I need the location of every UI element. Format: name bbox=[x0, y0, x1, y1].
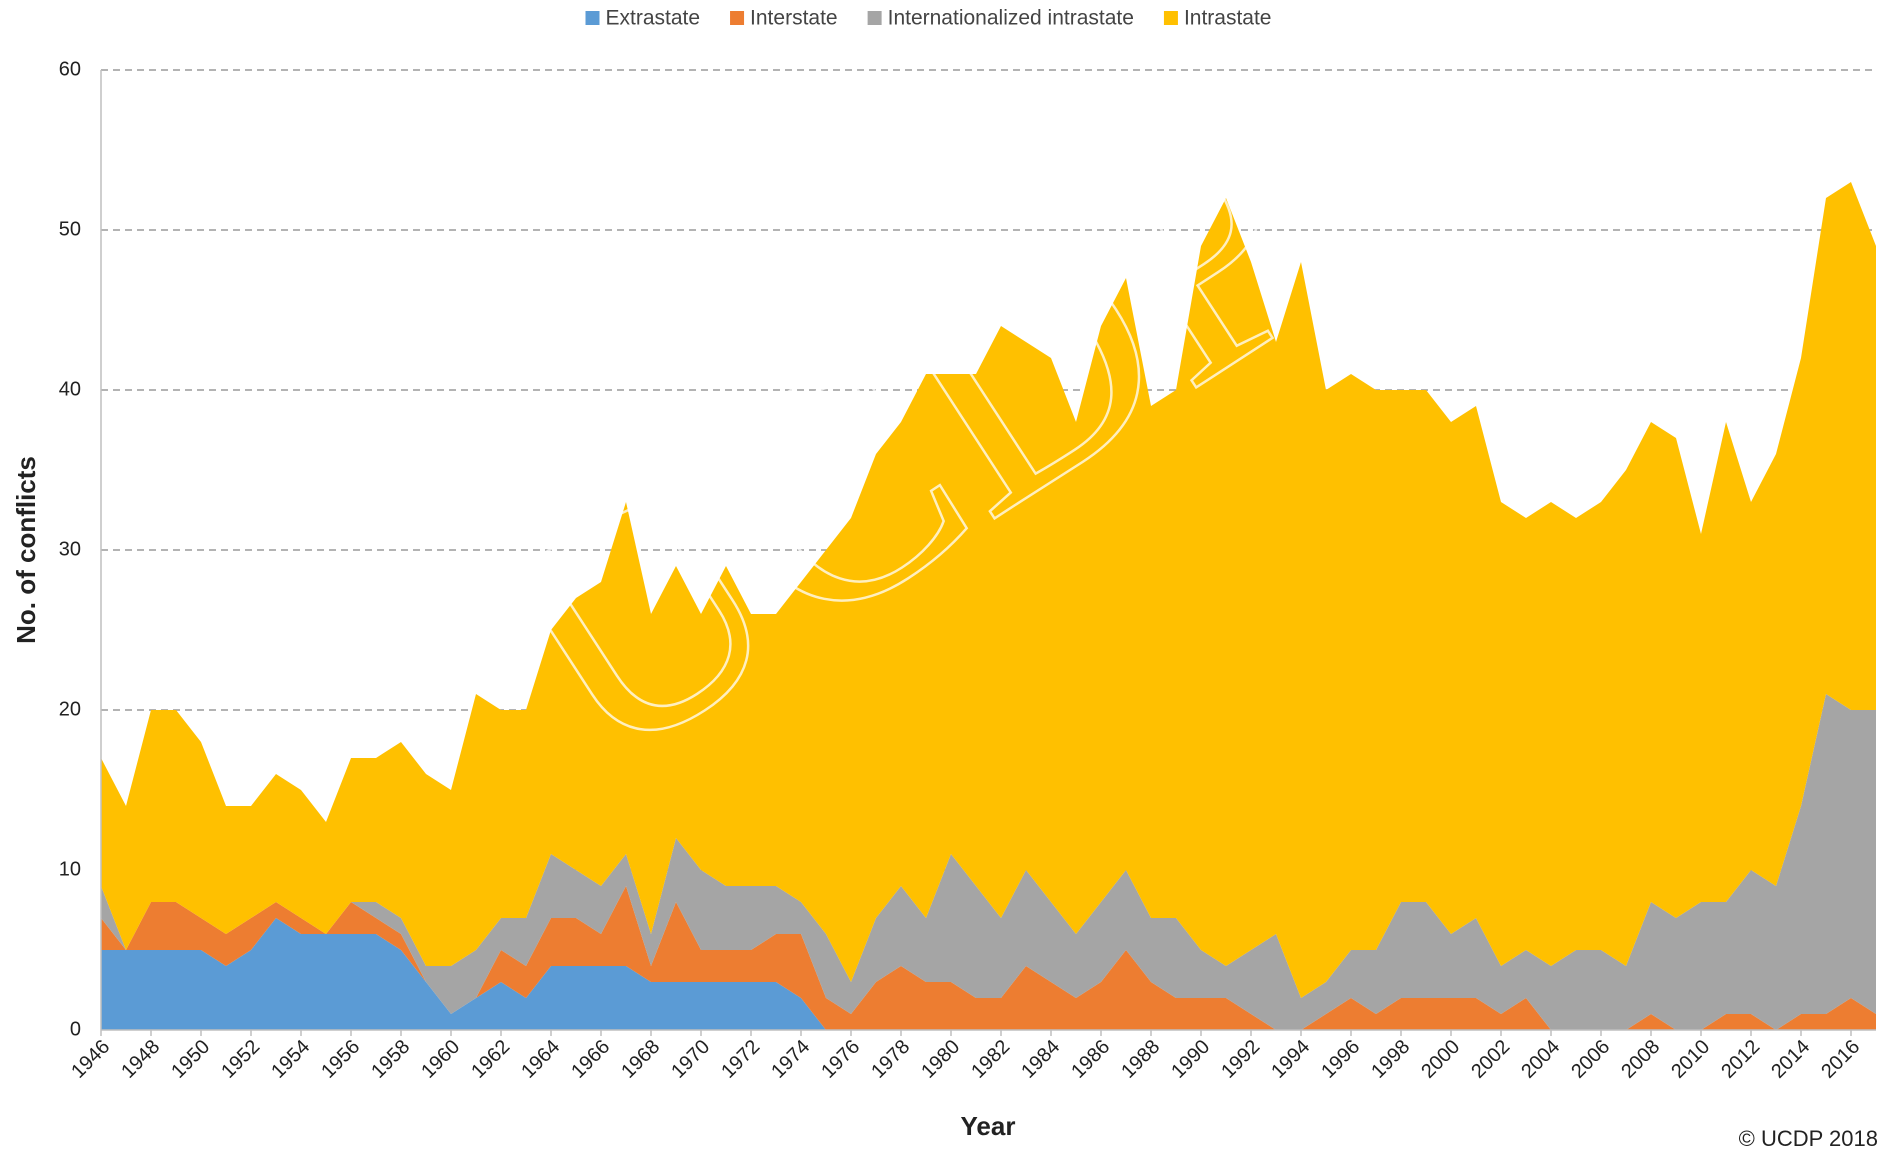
y-tick-label: 50 bbox=[59, 218, 81, 240]
x-tick-label: 1958 bbox=[367, 1036, 414, 1083]
x-tick-label: 1998 bbox=[1367, 1036, 1414, 1083]
copyright: © UCDP 2018 bbox=[1739, 1126, 1878, 1150]
area bbox=[101, 918, 1876, 1030]
legend-label: Extrastate bbox=[606, 7, 701, 30]
y-tick-label: 20 bbox=[59, 698, 81, 720]
legend: Extrastate Interstate Internationalized in… bbox=[585, 7, 1272, 30]
y-tick-label: 0 bbox=[70, 1018, 81, 1040]
x-axis-label: Year bbox=[961, 1111, 1016, 1141]
x-tick-label: 1990 bbox=[1167, 1036, 1214, 1083]
legend-swatch bbox=[585, 11, 600, 25]
y-tick-label: 40 bbox=[59, 378, 81, 400]
area bbox=[101, 886, 1876, 1030]
legend-item: Intrastate bbox=[1163, 7, 1272, 30]
x-tick-label: 1972 bbox=[717, 1036, 764, 1083]
x-tick-label: 1994 bbox=[1267, 1036, 1314, 1083]
x-tick-label: 1984 bbox=[1017, 1036, 1064, 1083]
x-tick-label: 1946 bbox=[67, 1036, 114, 1083]
area bbox=[101, 694, 1876, 1030]
legend-item: Interstate bbox=[730, 7, 838, 30]
areas bbox=[101, 182, 1876, 1030]
x-tick-label: 1982 bbox=[967, 1036, 1014, 1083]
legend-swatch bbox=[1163, 11, 1178, 25]
x-tick-label: 2014 bbox=[1767, 1036, 1814, 1083]
x-tick-label: 1996 bbox=[1317, 1036, 1364, 1083]
x-tick-label: 1968 bbox=[617, 1036, 664, 1083]
x-tick-label: 2010 bbox=[1667, 1036, 1714, 1083]
legend-swatch bbox=[867, 11, 882, 25]
x-tick-label: 2006 bbox=[1567, 1036, 1614, 1083]
x-tick-label: 2016 bbox=[1817, 1036, 1864, 1083]
x-tick-label: 1948 bbox=[117, 1036, 164, 1083]
legend-label: Intrastate bbox=[1184, 7, 1272, 30]
y-tick-label: 60 bbox=[59, 58, 81, 80]
x-tick-label: 1978 bbox=[867, 1036, 914, 1083]
legend-swatch bbox=[730, 11, 745, 25]
y-tick-label: 30 bbox=[59, 538, 81, 560]
x-tick-label: 1976 bbox=[817, 1036, 864, 1083]
x-tick-label: 1952 bbox=[217, 1036, 264, 1083]
legend-item: Extrastate bbox=[585, 7, 701, 30]
y-tick-label: 10 bbox=[59, 858, 81, 880]
x-tick-label: 2000 bbox=[1417, 1036, 1464, 1083]
x-tick-label: 1974 bbox=[767, 1036, 814, 1083]
x-tick-label: 2004 bbox=[1517, 1036, 1564, 1083]
x-tick-label: 1986 bbox=[1067, 1036, 1114, 1083]
x-tick-label: 1950 bbox=[167, 1036, 214, 1083]
legend-item: Internationalized intrastate bbox=[867, 7, 1134, 30]
area bbox=[101, 182, 1876, 998]
y-axis-label: No. of conflicts bbox=[11, 456, 41, 644]
x-tick-label: 1988 bbox=[1117, 1036, 1164, 1083]
x-tick-label: 1962 bbox=[467, 1036, 514, 1083]
x-tick-label: 1960 bbox=[417, 1036, 464, 1083]
x-tick-label: 2012 bbox=[1717, 1036, 1764, 1083]
x-tick-label: 1980 bbox=[917, 1036, 964, 1083]
x-tick-label: 1956 bbox=[317, 1036, 364, 1083]
legend-label: Internationalized intrastate bbox=[888, 7, 1134, 30]
x-tick-label: 1992 bbox=[1217, 1036, 1264, 1083]
legend-label: Interstate bbox=[750, 7, 838, 30]
x-tick-label: 2008 bbox=[1617, 1036, 1664, 1083]
x-tick-label: 1964 bbox=[517, 1036, 564, 1083]
x-tick-label: 2002 bbox=[1467, 1036, 1514, 1083]
x-tick-label: 1970 bbox=[667, 1036, 714, 1083]
x-tick-label: 1966 bbox=[567, 1036, 614, 1083]
x-tick-label: 1954 bbox=[267, 1036, 314, 1083]
